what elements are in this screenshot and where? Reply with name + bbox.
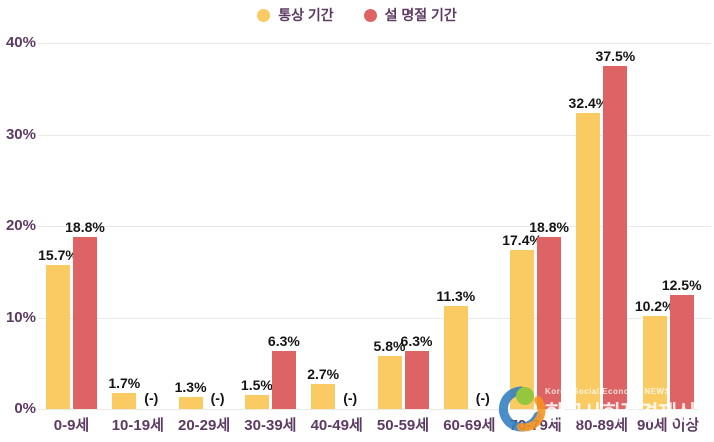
gridline-0% bbox=[38, 409, 711, 410]
bar-통상 기간-80-89세 bbox=[576, 112, 601, 409]
bar-설 명절 기간-90세 이상 bbox=[669, 294, 694, 409]
value-label: 15.7% bbox=[38, 247, 78, 264]
bar-통상 기간-10-19세 bbox=[112, 393, 137, 409]
watermark-text: Korea Social Economy NEWS 한국사회적경제신문 bbox=[545, 383, 714, 427]
bar-통상 기간-20-29세 bbox=[178, 397, 203, 409]
watermark: Korea Social Economy NEWS 한국사회적경제신문 bbox=[497, 383, 714, 435]
bar-설 명절 기간-0-9세 bbox=[73, 236, 97, 409]
value-label: 1.5% bbox=[240, 377, 273, 394]
bar-설 명절 기간-50-59세 bbox=[404, 351, 429, 409]
legend-label-holiday: 설 명절 기간 bbox=[384, 7, 457, 23]
x-axis-category-label: 10-19세 bbox=[111, 417, 164, 434]
value-label: 18.8% bbox=[65, 218, 105, 235]
legend-dot-holiday-icon bbox=[363, 8, 377, 22]
x-axis-category-label: 90세 이상 bbox=[637, 417, 700, 434]
null-value-label: (-) bbox=[144, 390, 159, 406]
value-label: 37.5% bbox=[595, 47, 636, 64]
legend-item-usual-period: 통상 기간 bbox=[257, 5, 334, 25]
publisher-logo-icon bbox=[498, 386, 546, 432]
value-label: 12.5% bbox=[661, 276, 702, 293]
bar-통상 기간-40-49세 bbox=[311, 384, 336, 409]
value-label: 11.3% bbox=[436, 287, 476, 304]
bar-통상 기간-50-59세 bbox=[377, 355, 402, 409]
value-label: 2.7% bbox=[307, 366, 340, 383]
bar-통상 기간-30-39세 bbox=[244, 395, 269, 409]
bar-통상 기간-0-9세 bbox=[46, 265, 70, 409]
legend-dot-usual-icon bbox=[257, 8, 271, 22]
value-label: 1.7% bbox=[108, 375, 141, 392]
value-label: 32.4% bbox=[568, 94, 609, 111]
y-axis-tick-label: 40% bbox=[5, 34, 36, 51]
x-axis-category-label: 20-29세 bbox=[178, 417, 231, 434]
watermark-title: 한국사회적경제신문 bbox=[545, 402, 714, 425]
value-label: 5.8% bbox=[373, 337, 406, 354]
x-axis-category-label: 40-49세 bbox=[310, 417, 363, 434]
gridline-30% bbox=[38, 134, 711, 136]
x-axis-category-label: 80-89세 bbox=[575, 417, 628, 434]
y-axis-tick-label: 10% bbox=[5, 308, 36, 326]
gridline-40% bbox=[38, 43, 711, 44]
value-label: 1.3% bbox=[174, 379, 207, 396]
null-value-label: (-) bbox=[475, 390, 490, 406]
bar-설 명절 기간-80-89세 bbox=[603, 65, 628, 409]
legend-label-usual: 통상 기간 bbox=[278, 7, 334, 23]
bar-설 명절 기간-30-39세 bbox=[271, 351, 296, 409]
y-axis-tick-label: 20% bbox=[5, 217, 36, 234]
watermark-subtitle: Korea Social Economy NEWS bbox=[545, 387, 671, 396]
x-axis-category-label: 50-59세 bbox=[376, 417, 430, 434]
legend: 통상 기간 설 명절 기간 bbox=[0, 4, 714, 26]
bar-설 명절 기간-70-79세 bbox=[537, 236, 562, 409]
legend-item-holiday-period: 설 명절 기간 bbox=[363, 5, 457, 25]
null-value-label: (-) bbox=[343, 390, 358, 406]
value-label: 17.4% bbox=[502, 231, 542, 248]
bar-통상 기간-70-79세 bbox=[510, 249, 535, 409]
value-label: 10.2% bbox=[634, 297, 675, 314]
y-axis-tick-label: 30% bbox=[5, 125, 36, 143]
bar-통상 기간-60-69세 bbox=[443, 305, 468, 409]
x-axis-category-label: 0-9세 bbox=[53, 417, 90, 434]
value-label: 6.3% bbox=[400, 333, 433, 350]
gridline-10% bbox=[38, 317, 711, 319]
x-axis-category-label: 30-39세 bbox=[244, 417, 297, 434]
null-value-label: (-) bbox=[210, 390, 225, 406]
bar-통상 기간-90세 이상 bbox=[642, 315, 667, 409]
x-axis-category-label: 60-69세 bbox=[443, 417, 496, 434]
value-label: 18.8% bbox=[529, 218, 569, 235]
y-axis-tick-label: 0% bbox=[14, 400, 36, 417]
value-label: 6.3% bbox=[267, 333, 300, 350]
gridline-20% bbox=[38, 226, 711, 227]
